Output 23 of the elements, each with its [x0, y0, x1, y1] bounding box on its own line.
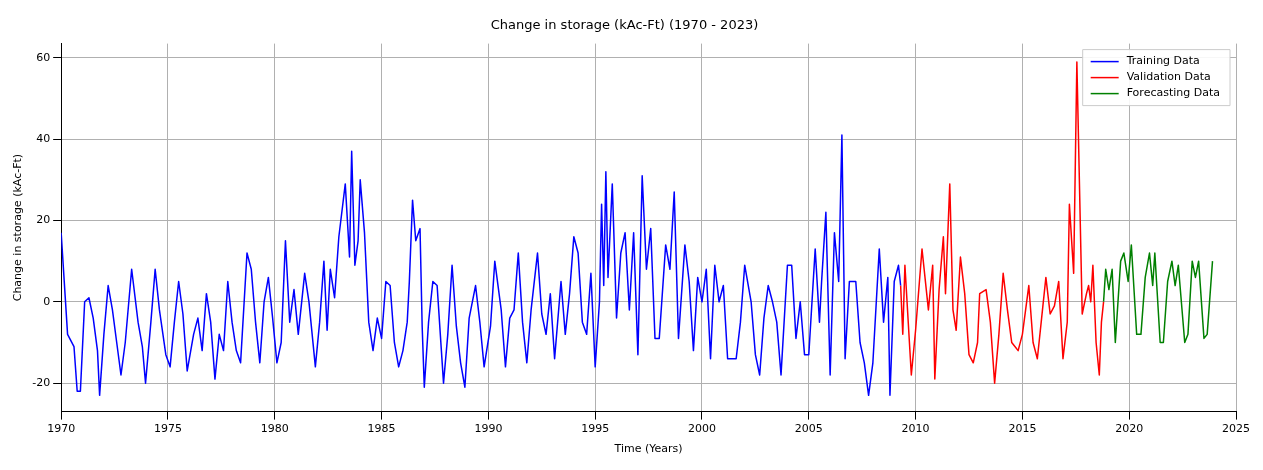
x-tick-label: 2025 — [1222, 422, 1250, 436]
legend-label: Validation Data — [1126, 70, 1211, 84]
x-axis-title: Time (Years) — [613, 442, 683, 456]
legend-label: Forecasting Data — [1126, 86, 1221, 100]
legend-label: Training Data — [1125, 54, 1200, 68]
y-tick-label: 40 — [36, 132, 51, 146]
y-tick-label: 60 — [36, 50, 51, 64]
x-tick-label: 2010 — [901, 422, 930, 436]
x-tick-label: 1975 — [153, 422, 182, 436]
y-tick-label: 20 — [36, 213, 51, 227]
x-tick-label: 1970 — [47, 422, 76, 436]
x-tick-label: 2015 — [1008, 422, 1037, 436]
x-tick-label: 2020 — [1115, 422, 1144, 436]
x-tick-label: 2005 — [794, 422, 823, 436]
x-tick-label: 1995 — [581, 422, 610, 436]
chart-title: Change in storage (kAc-Ft) (1970 - 2023) — [490, 17, 759, 33]
y-tick-label: -20 — [32, 376, 51, 389]
y-tick-label: 0 — [43, 294, 51, 308]
x-tick-label: 1980 — [260, 422, 289, 436]
y-axis-title: Change in storage (kAc-Ft) — [11, 153, 25, 302]
x-tick-label: 1985 — [367, 422, 396, 436]
x-tick-label: 1990 — [474, 422, 503, 436]
x-tick-label: 2000 — [687, 422, 716, 436]
